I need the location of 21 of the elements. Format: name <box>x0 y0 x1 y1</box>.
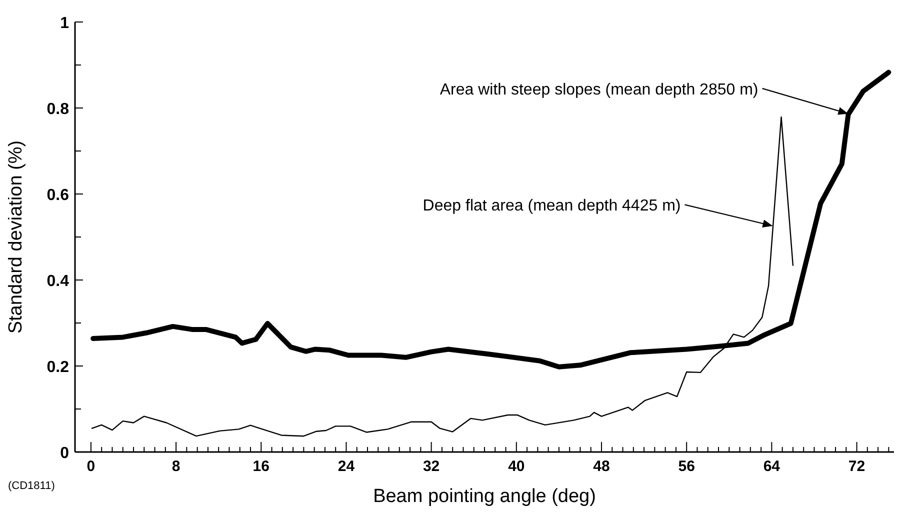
x-tick-label: 40 <box>508 458 525 475</box>
x-tick-label: 32 <box>422 458 440 475</box>
x-tick-label: 24 <box>338 458 356 475</box>
x-axis-title: Beam pointing angle (deg) <box>373 486 596 507</box>
x-tick-label: 48 <box>593 458 610 475</box>
x-tick-label: 56 <box>678 458 695 475</box>
x-tick-label: 16 <box>252 458 270 475</box>
annotation: Deep flat area (mean depth 4425 m) <box>422 198 681 215</box>
y-tick-label: 0.4 <box>46 273 70 290</box>
x-tick-label: 64 <box>763 458 781 475</box>
y-tick-label: 1 <box>60 15 70 32</box>
x-tick-label: 8 <box>172 458 180 475</box>
y-tick-label: 0.2 <box>46 359 70 376</box>
y-tick-label: 0.8 <box>46 101 70 118</box>
y-axis-title: Standard deviation (%) <box>6 140 27 334</box>
x-tick-label: 0 <box>86 458 96 475</box>
annotation: Area with steep slopes (mean depth 2850 m) <box>440 81 758 98</box>
text: (CD1811) <box>8 480 55 492</box>
y-tick-label: 0.6 <box>46 187 70 204</box>
x-tick-label: 72 <box>848 458 866 475</box>
y-tick-label: 0 <box>60 445 70 462</box>
